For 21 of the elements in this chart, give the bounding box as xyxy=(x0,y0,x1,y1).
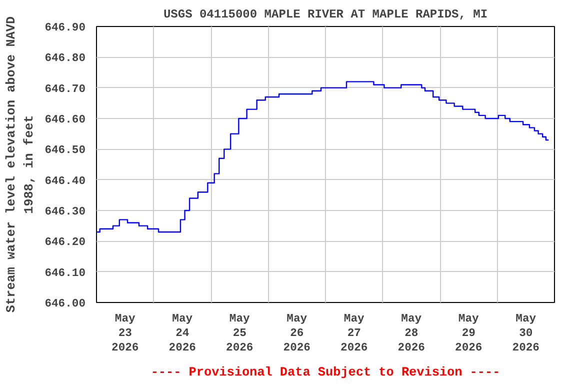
y-tick-label: 646.60 xyxy=(44,114,86,126)
y-tick-label: 646.20 xyxy=(44,237,86,250)
chart-title: USGS 04115000 MAPLE RIVER AT MAPLE RAPIDS, MI xyxy=(163,8,488,22)
y-tick-label: 646.00 xyxy=(44,298,86,310)
y-tick-label: 646.30 xyxy=(44,206,86,218)
y-tick-label: 646.80 xyxy=(44,53,86,66)
x-tick-label: May 25 2026 xyxy=(226,314,254,354)
x-tick-label: May 27 2026 xyxy=(340,314,368,354)
y-tick-label: 646.50 xyxy=(44,145,86,158)
x-tick-label: May 26 2026 xyxy=(283,314,311,354)
y-tick-label: 646.90 xyxy=(44,22,86,34)
y-axis-title: Stream water level elevation above NAVD 1988, in feet xyxy=(4,16,37,313)
text: ---- Provisional Data Subject to Revision ---- xyxy=(150,364,500,380)
y-tick-label: 646.10 xyxy=(44,268,86,280)
x-tick-label: May 23 2026 xyxy=(112,314,139,354)
x-tick-label: May 30 2026 xyxy=(512,314,540,354)
y-tick-label: 646.70 xyxy=(44,84,86,96)
y-tick-label: 646.40 xyxy=(44,176,86,188)
x-tick-label: May 29 2026 xyxy=(455,314,482,354)
x-tick-label: May 28 2026 xyxy=(398,314,426,354)
x-tick-label: May 24 2026 xyxy=(168,314,196,354)
